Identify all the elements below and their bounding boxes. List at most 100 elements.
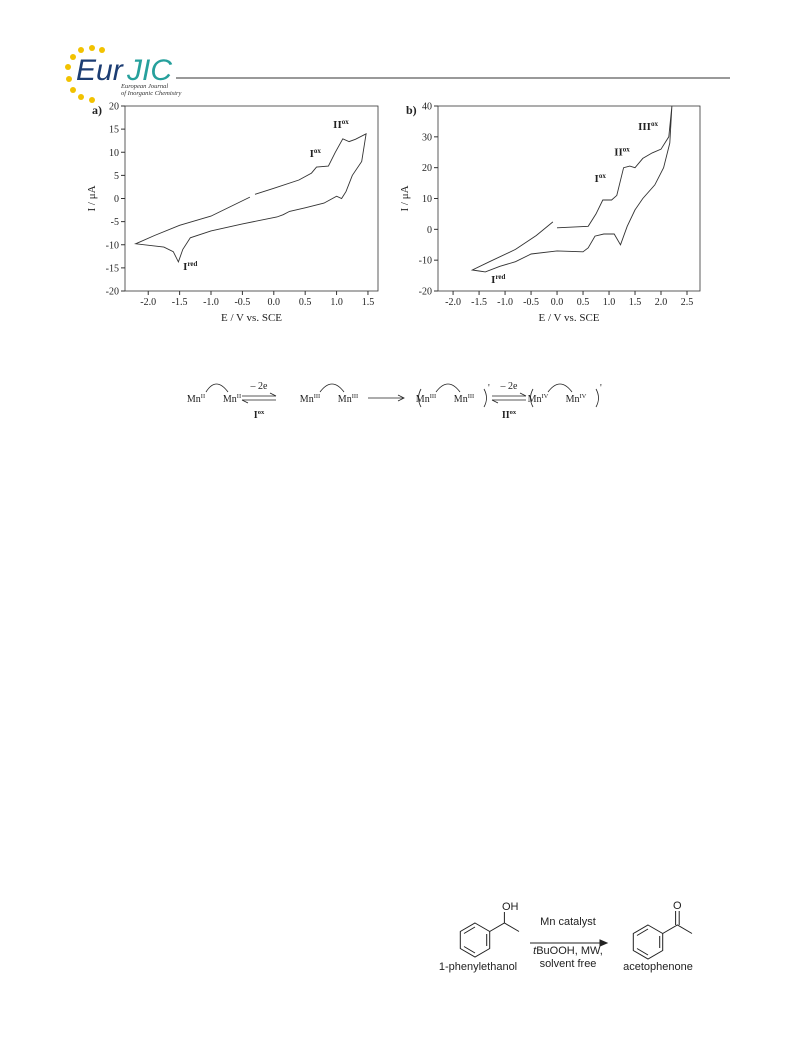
peak-label: IIIox bbox=[638, 120, 658, 133]
logo-jic: JIC bbox=[126, 54, 172, 87]
chart: -2.0 -1.5 -1.0 -0.5 0.0 0.5 1.0 1.5 2.0 2.5 40 30 20… bbox=[399, 102, 701, 324]
cv-curve bbox=[470, 105, 673, 273]
x-axis-label: E / V vs. SCE bbox=[538, 312, 599, 324]
panel-label: a) bbox=[92, 103, 102, 117]
peak-label-sup: ox bbox=[342, 118, 350, 126]
peak-label: Ired bbox=[183, 260, 197, 273]
peak-label: Iox bbox=[595, 172, 607, 185]
peak-label-base: II bbox=[614, 146, 623, 158]
x-tick-label: -1.5 bbox=[471, 297, 487, 308]
y-tick-label: 20 bbox=[109, 102, 119, 113]
peak-label-sup: ox bbox=[599, 172, 607, 180]
species-sup: II bbox=[201, 393, 205, 400]
peak-label-sup: red bbox=[187, 260, 197, 268]
x-axis-label: E / V vs. SCE bbox=[221, 312, 282, 324]
peak-label-base: I bbox=[491, 274, 495, 286]
species: MnIII bbox=[416, 393, 436, 405]
species-base: Mn bbox=[416, 394, 430, 405]
conditions-italic: t bbox=[533, 945, 537, 957]
step-label-base: II bbox=[502, 410, 510, 421]
panel-label: b) bbox=[406, 103, 417, 117]
x-tick-label: 0.0 bbox=[551, 297, 564, 308]
peak-label-base: I bbox=[595, 173, 599, 185]
y-tick-label: 10 bbox=[422, 194, 432, 205]
peak-label-base: II bbox=[333, 119, 342, 131]
charts: -2.0 -1.5 -1.0 -0.5 0.0 0.5 1.0 1.5 20 15 10 5 0 -5 -1… bbox=[86, 102, 701, 324]
y-tick-label: 15 bbox=[109, 125, 119, 136]
x-tick-label: -1.0 bbox=[497, 297, 513, 308]
reagent: – 2e bbox=[500, 381, 519, 392]
species-sup: IV bbox=[542, 393, 549, 400]
scheme-1: MnII MnII MnIII MnIII MnIII MnIII MnIV MnIV– 2e… bbox=[187, 381, 602, 421]
step-label-sup: ox bbox=[258, 409, 265, 416]
plot-frame bbox=[124, 105, 379, 292]
y-axis-label: I / μA bbox=[399, 185, 411, 211]
x-tick-label: 2.0 bbox=[655, 297, 668, 308]
peak-label: Ired bbox=[491, 273, 505, 286]
charge: ' bbox=[488, 383, 490, 394]
species-base: Mn bbox=[454, 394, 468, 405]
species-base: Mn bbox=[187, 394, 201, 405]
y-tick-label: -15 bbox=[106, 263, 119, 274]
peak-label-base: I bbox=[310, 148, 314, 160]
y-tick-label: -10 bbox=[419, 256, 432, 267]
species-sup: III bbox=[468, 393, 475, 400]
cv-curve bbox=[134, 132, 367, 264]
compound-name: acetophenone bbox=[623, 961, 693, 973]
species-base: Mn bbox=[223, 394, 237, 405]
x-tick-label: 0.5 bbox=[577, 297, 590, 308]
species-base: Mn bbox=[528, 394, 542, 405]
logo-stars bbox=[65, 45, 105, 103]
species: MnII bbox=[223, 393, 241, 405]
x-tick-label: 1.0 bbox=[603, 297, 616, 308]
y-tick-label: 40 bbox=[422, 102, 432, 113]
logo-eur: Eur bbox=[76, 54, 124, 87]
x-tick-label: 2.5 bbox=[681, 297, 694, 308]
step-label-sup: ox bbox=[510, 409, 517, 416]
x-tick-label: 1.5 bbox=[362, 297, 375, 308]
x-tick-label: -0.5 bbox=[523, 297, 539, 308]
species: MnIV bbox=[528, 393, 549, 405]
y-tick-label: 20 bbox=[422, 163, 432, 174]
substituent: OH bbox=[502, 901, 519, 913]
species: MnIII bbox=[454, 393, 474, 405]
species: MnII bbox=[187, 393, 205, 405]
scheme-2: OH O Mn catalyst tBuOOH, MW, solvent fre… bbox=[439, 900, 693, 973]
x-tick-label: -2.0 bbox=[445, 297, 461, 308]
journal-name: European Journal bbox=[120, 83, 168, 90]
y-tick-label: 0 bbox=[114, 194, 119, 205]
y-axis-label: I / μA bbox=[86, 185, 98, 211]
x-tick-label: 0.0 bbox=[268, 297, 281, 308]
peak-label-sup: ox bbox=[314, 147, 322, 155]
peak-label: IIox bbox=[333, 118, 349, 131]
species-sup: III bbox=[352, 393, 359, 400]
species-sup: III bbox=[314, 393, 321, 400]
substituent: O bbox=[673, 900, 682, 912]
step-label: Iox bbox=[254, 409, 265, 421]
x-tick-label: -1.0 bbox=[203, 297, 219, 308]
peak-label-sup: red bbox=[495, 273, 505, 281]
reagent: – 2e bbox=[250, 381, 269, 392]
species-base: Mn bbox=[300, 394, 314, 405]
journal-name: of Inorganic Chemistry bbox=[121, 90, 182, 97]
y-tick-label: -5 bbox=[111, 217, 119, 228]
conditions: BuOOH, MW, bbox=[536, 945, 603, 957]
peak-label-sup: ox bbox=[651, 120, 659, 128]
x-tick-label: -1.5 bbox=[172, 297, 188, 308]
x-tick-label: -0.5 bbox=[234, 297, 250, 308]
x-tick-label: -2.0 bbox=[140, 297, 156, 308]
species-sup: IV bbox=[580, 393, 587, 400]
peak-label-base: III bbox=[638, 121, 651, 133]
species-sup: II bbox=[237, 393, 241, 400]
header: Eur JIC European Journal of Inorganic Ch… bbox=[65, 45, 730, 103]
species-base: Mn bbox=[338, 394, 352, 405]
y-tick-label: 30 bbox=[422, 132, 432, 143]
y-tick-label: -20 bbox=[419, 287, 432, 298]
conditions: tBuOOH, MW, bbox=[533, 945, 603, 957]
conditions: solvent free bbox=[540, 958, 597, 970]
species-base: Mn bbox=[566, 394, 580, 405]
y-tick-label: 10 bbox=[109, 148, 119, 159]
species: MnIV bbox=[566, 393, 587, 405]
step-label-base: I bbox=[254, 410, 258, 421]
